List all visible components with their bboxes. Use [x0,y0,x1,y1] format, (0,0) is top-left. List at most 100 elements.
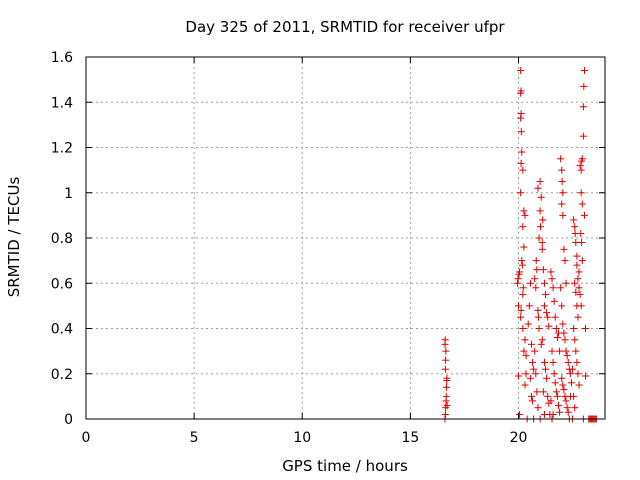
data-point [517,159,525,167]
data-point [518,261,526,269]
data-point [560,386,568,394]
data-point [519,166,527,174]
data-point [552,325,560,332]
data-point [517,87,525,95]
data-point [537,193,545,201]
data-point [559,381,567,389]
data-point [537,340,545,348]
data-point [551,379,559,387]
data-point [529,397,537,405]
data-point [526,279,534,287]
data-point [532,370,540,378]
data-point [542,365,550,373]
data-point [516,268,524,276]
data-point [527,340,535,348]
data-point [573,252,581,260]
data-point [578,155,586,163]
data-point [520,207,528,215]
data-point [532,284,540,292]
y-tick-label: 0 [64,412,73,428]
data-point [527,392,535,400]
data-point [539,388,547,396]
data-point [559,320,567,328]
data-point [513,279,521,287]
data-point [569,365,577,373]
y-tick-label: 0.6 [51,276,73,292]
y-tick-label: 1.4 [51,95,73,111]
data-point [517,110,525,118]
data-point [516,410,524,418]
data-point [577,189,585,197]
data-point [524,320,532,328]
data-point [571,336,579,344]
x-tick-label: 10 [293,430,311,446]
data-point [562,397,570,405]
data-point [558,177,566,185]
data-point [572,239,580,247]
data-point [542,291,550,299]
y-tick-label: 1 [64,186,73,202]
data-point [522,352,530,360]
data-point [441,365,449,373]
data-point [520,243,528,251]
data-point [443,401,451,409]
data-point [535,325,543,332]
data-point [558,200,566,208]
data-point [580,67,588,75]
data-point [539,266,547,274]
data-point [519,284,527,292]
data-point [574,313,582,321]
data-point [562,347,570,355]
data-point [557,284,565,292]
scatter-points [441,67,600,423]
data-point [443,374,451,382]
data-point [570,325,578,332]
data-point [534,306,542,314]
data-point [441,410,449,418]
data-point [544,392,552,400]
data-point [543,309,551,317]
data-point [520,347,528,355]
data-point [547,268,555,276]
data-point [540,302,548,310]
data-point [579,103,587,111]
data-point [559,189,567,197]
data-point [575,381,583,389]
data-point [517,128,525,136]
data-point [572,288,580,296]
data-point [534,184,542,192]
data-point [570,392,578,400]
data-point [441,336,449,344]
data-point [442,392,450,400]
data-point [525,302,533,310]
data-point [573,261,581,269]
data-point [515,302,522,310]
data-point [553,392,561,400]
data-point [571,279,579,287]
data-point [577,166,585,174]
data-point [529,358,537,366]
data-point [515,372,522,380]
data-point [553,334,561,342]
data-point [549,410,557,418]
data-point [580,211,588,219]
data-point [540,410,548,418]
x-tick-label: 20 [510,430,528,446]
data-point [539,216,547,224]
data-point [561,336,569,344]
data-point [572,347,580,355]
data-point [517,189,525,197]
data-point [537,223,545,231]
data-point [556,408,564,416]
data-point [571,223,579,231]
data-point [556,347,564,355]
x-tick-label: 15 [401,430,419,446]
data-point [549,358,557,366]
data-point [544,313,552,321]
y-tick-label: 0.2 [51,367,73,383]
data-point [560,329,568,337]
data-point [563,352,571,360]
data-point [517,313,525,321]
data-point [576,162,584,170]
